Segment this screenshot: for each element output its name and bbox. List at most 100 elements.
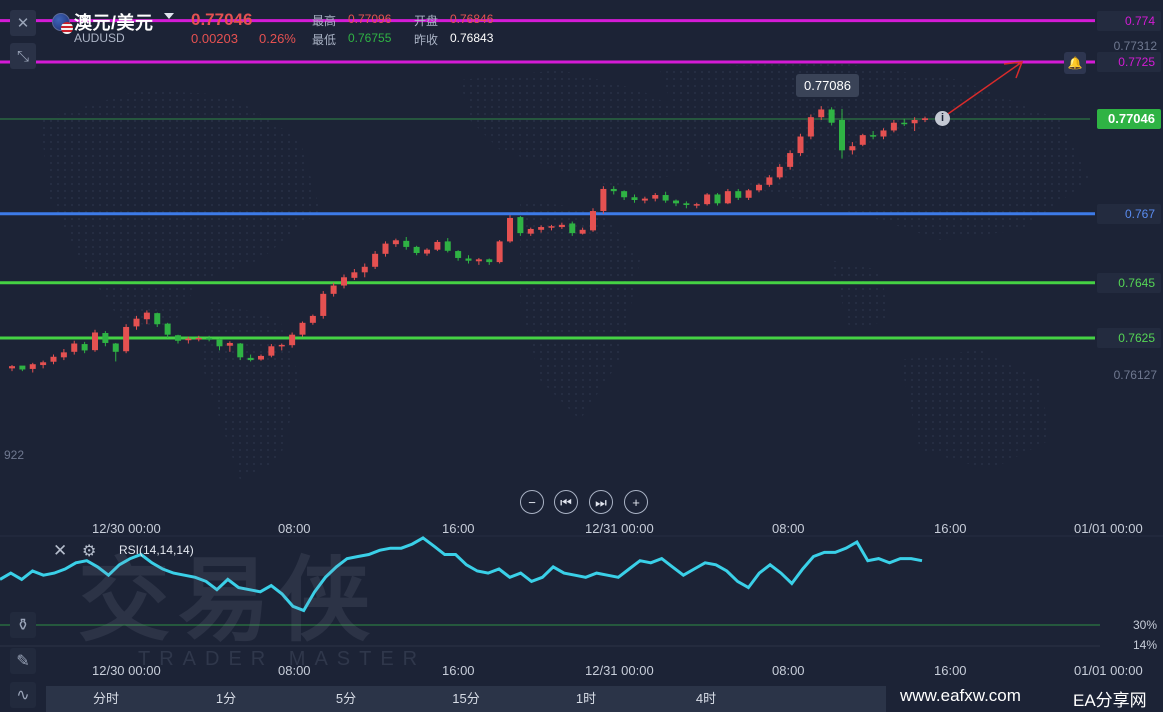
arrow-annotation[interactable] xyxy=(944,61,1024,117)
rsi-title: RSI(14,14,14) xyxy=(119,543,194,557)
timeframe-tick[interactable]: 分时 xyxy=(92,691,119,706)
price-line-tag[interactable]: 0.7645 xyxy=(1097,272,1161,293)
candle xyxy=(724,188,731,205)
candlestick-icon[interactable]: ⚱ xyxy=(10,612,36,638)
candle xyxy=(818,106,825,120)
candle xyxy=(870,131,877,140)
candle xyxy=(714,193,721,206)
high-value: 0.77096 xyxy=(348,12,392,26)
timeframe-1h[interactable]: 1时 xyxy=(575,691,597,706)
candle xyxy=(558,222,565,229)
brand-watermark-sub: TRADER MASTER xyxy=(138,648,427,670)
candle xyxy=(392,238,399,247)
timeframe-4h[interactable]: 4时 xyxy=(695,691,717,706)
candle xyxy=(880,128,887,140)
candle xyxy=(330,282,337,297)
candle xyxy=(341,274,347,289)
candle xyxy=(434,240,441,252)
pencil-icon[interactable]: ✎ xyxy=(10,648,36,674)
scroll-start-button[interactable]: ⏮ xyxy=(554,490,578,514)
symbol-code: AUDUSD xyxy=(74,31,125,45)
axis-label-left-edge: 922 xyxy=(4,448,25,462)
candle xyxy=(226,341,233,352)
candle xyxy=(496,240,503,264)
candle xyxy=(538,225,545,233)
candle xyxy=(92,329,98,352)
candle xyxy=(745,188,752,200)
chevron-down-icon[interactable] xyxy=(164,13,174,19)
timeframe-15m[interactable]: 15分 xyxy=(452,691,480,706)
candle xyxy=(289,332,296,348)
close-icon[interactable]: ✕ xyxy=(53,541,68,560)
timeframe-more[interactable] xyxy=(766,686,886,712)
axis-label-top: 0.77312 xyxy=(1113,39,1157,53)
candle xyxy=(247,354,254,362)
candle xyxy=(112,342,119,362)
candle xyxy=(901,118,908,127)
gear-icon[interactable]: ⚙ xyxy=(82,543,97,560)
candle xyxy=(164,322,171,338)
world-map-background xyxy=(40,60,1090,480)
rsi-line xyxy=(0,536,923,613)
time-label: 12/30 00:00 xyxy=(92,663,161,678)
time-label: 01/01 00:00 xyxy=(1074,663,1143,678)
candle xyxy=(517,216,524,236)
close-icon[interactable]: ✕ xyxy=(10,10,36,36)
candle xyxy=(206,335,213,342)
timeframe-5m[interactable]: 5分 xyxy=(335,691,357,706)
candle xyxy=(797,133,804,156)
candle xyxy=(704,193,711,206)
candle xyxy=(185,336,192,344)
candle xyxy=(911,117,918,131)
time-label: 08:00 xyxy=(278,521,311,536)
candle xyxy=(444,238,451,253)
indicator-icon[interactable]: ∿ xyxy=(10,682,36,708)
price-line-tag[interactable]: 0.7625 xyxy=(1097,328,1161,348)
candle xyxy=(372,251,379,269)
symbol-name[interactable]: 澳元/美元 xyxy=(74,13,154,33)
candle xyxy=(320,291,327,319)
collapse-icon[interactable]: ⤡ xyxy=(10,43,36,69)
candle xyxy=(413,245,420,256)
candle xyxy=(143,310,150,325)
timeframe-1m[interactable]: 1分 xyxy=(215,691,237,706)
time-label: 12/31 00:00 xyxy=(585,663,654,678)
candle xyxy=(123,324,130,354)
price-line-tag[interactable]: 0.774 xyxy=(1097,10,1161,31)
candle xyxy=(849,142,856,155)
time-label: 16:00 xyxy=(934,521,967,536)
share-watermark: EA分享网 xyxy=(1073,691,1147,710)
candle xyxy=(890,119,897,133)
candle xyxy=(216,338,223,351)
candle xyxy=(299,321,306,337)
time-label: 08:00 xyxy=(278,663,311,678)
candle xyxy=(828,107,835,126)
candle xyxy=(507,215,513,243)
prev-close-label: 昨收 xyxy=(414,33,439,47)
zoom-in-button[interactable]: + xyxy=(624,490,648,514)
candle xyxy=(693,202,700,209)
price-line-tag[interactable]: 0.767 xyxy=(1097,203,1161,224)
candle xyxy=(351,269,358,281)
info-icon[interactable]: i xyxy=(935,111,950,126)
candle xyxy=(29,362,36,373)
candle xyxy=(475,257,482,265)
candle xyxy=(776,164,783,180)
bell-icon[interactable]: 🔔 xyxy=(1064,52,1086,74)
candle xyxy=(19,365,26,372)
candle xyxy=(590,208,596,232)
candle xyxy=(569,221,576,236)
candle xyxy=(859,133,866,147)
candle xyxy=(133,315,140,330)
price-line-tag[interactable]: 0.7725 xyxy=(1097,52,1161,72)
candle xyxy=(756,183,762,193)
low-label: 最低 xyxy=(312,33,337,47)
candle xyxy=(424,248,430,256)
time-label: 08:00 xyxy=(772,663,805,678)
scroll-end-button[interactable]: ⏭ xyxy=(589,490,613,514)
zoom-out-button[interactable]: − xyxy=(520,490,544,514)
axis-label-low: 0.76127 xyxy=(1113,368,1157,382)
candle xyxy=(465,255,472,264)
